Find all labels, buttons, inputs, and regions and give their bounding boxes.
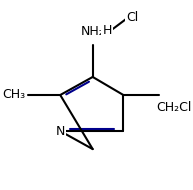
Text: CH₃: CH₃ [2,89,25,101]
Text: CH₂Cl: CH₂Cl [156,101,191,114]
Text: Cl: Cl [126,11,139,24]
Text: NH₂: NH₂ [81,25,105,38]
Text: N: N [56,125,65,138]
Text: H: H [102,24,112,37]
